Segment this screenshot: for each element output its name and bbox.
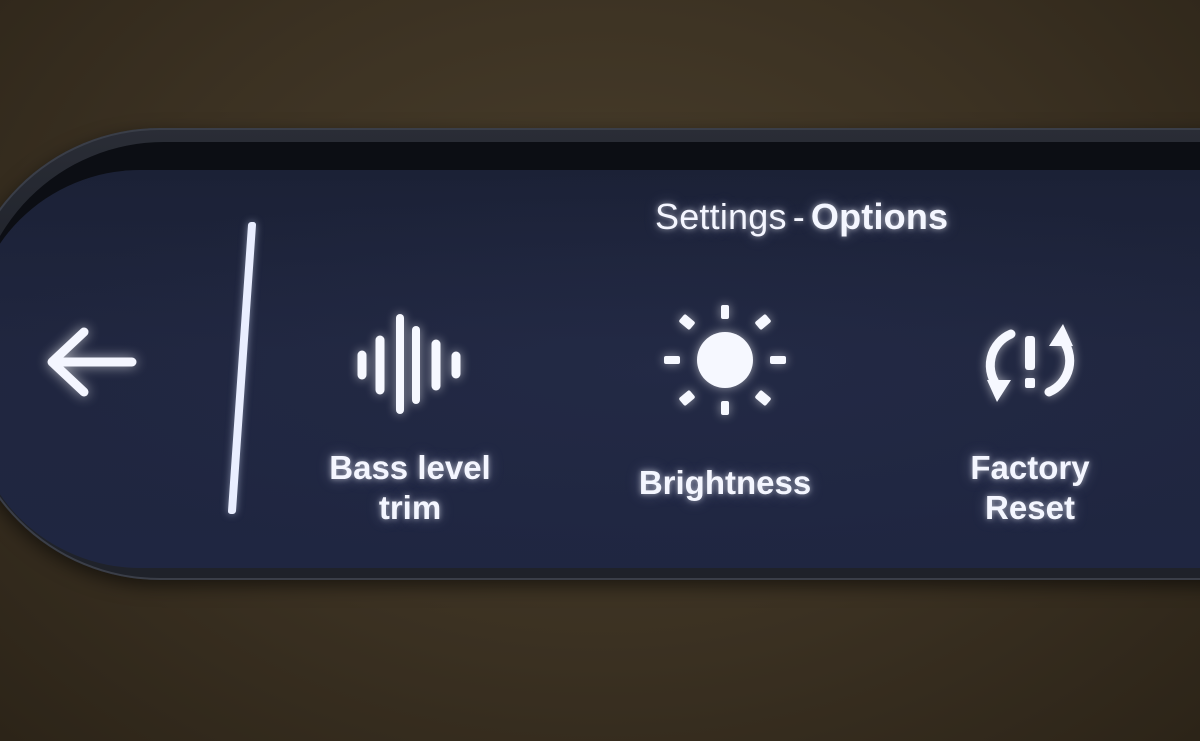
display-screen (0, 170, 1200, 568)
page-title: Settings - Options (655, 196, 948, 238)
option-label: Bass level trim (329, 449, 491, 526)
option-brightness[interactable]: Brightness (610, 305, 840, 503)
reset-warning-icon (985, 324, 1075, 402)
sun-icon (664, 305, 786, 415)
option-label: Factory Reset (970, 449, 1090, 526)
arrow-left-icon (47, 327, 137, 397)
waveform-icon (357, 314, 461, 414)
title-prefix: Settings (655, 196, 787, 237)
title-separator: - (792, 196, 805, 237)
title-suffix: Options (810, 196, 949, 237)
option-factory-reset[interactable]: Factory Reset (935, 318, 1125, 528)
back-button[interactable] (40, 318, 144, 406)
option-label: Brightness (638, 464, 812, 501)
option-bass-level-trim[interactable]: Bass level trim (300, 310, 520, 528)
